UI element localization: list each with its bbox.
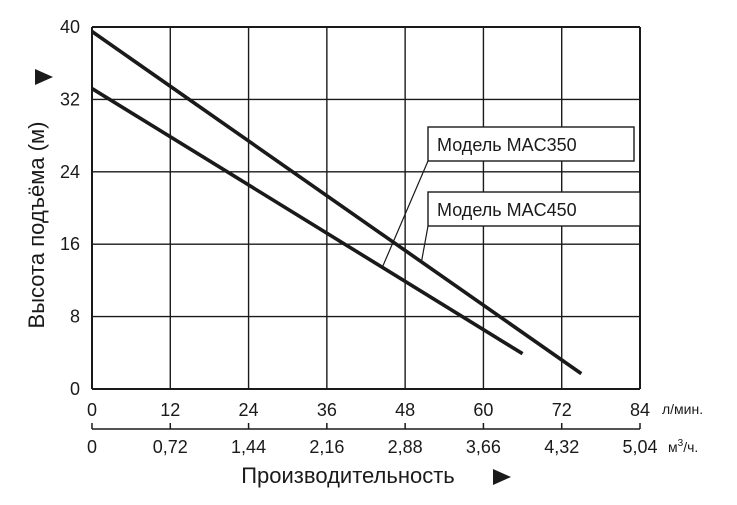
x2-tick-labels: 0 0,72 1,44 2,16 2,88 3,66 4,32 5,04 <box>87 437 658 457</box>
series-line-2 <box>90 30 583 376</box>
series-line-1 <box>91 87 524 356</box>
x-tick-label: 0 <box>87 400 97 420</box>
x-tick-label: 12 <box>160 400 180 420</box>
x2-unit-label: м3/ч. <box>668 438 698 455</box>
legend: Модель MAC350 Модель MAC450 <box>427 126 641 227</box>
x2-tick-label: 2,88 <box>388 437 423 457</box>
y-tick-label: 32 <box>60 89 80 109</box>
legend-leader-1 <box>381 160 429 268</box>
y-tick-label: 8 <box>70 307 80 327</box>
y-tick-label: 40 <box>60 17 80 37</box>
x-axis-arrow-icon <box>493 469 511 485</box>
y-tick-label: 0 <box>70 379 80 399</box>
series-lines <box>90 30 583 376</box>
y-tick-labels: 0 8 16 24 32 40 <box>60 17 80 399</box>
x-axis-title: Производительность <box>241 463 455 488</box>
x-tick-label: 84 <box>630 400 650 420</box>
y-tick-label: 24 <box>60 162 80 182</box>
x-unit-label: л/мин. <box>662 401 703 417</box>
legend-label-1: Модель MAC350 <box>437 135 577 155</box>
legend-leader-2 <box>420 225 429 262</box>
x-tick-label: 36 <box>317 400 337 420</box>
legend-box-2 <box>427 191 641 227</box>
x2-tick-label: 2,16 <box>309 437 344 457</box>
x-tick-label: 60 <box>473 400 493 420</box>
svg-text:Высота подъёма (м): Высота подъёма (м) <box>24 122 49 329</box>
x-tick-labels: 0 12 24 36 48 60 72 84 <box>87 400 650 420</box>
y-axis-arrow-icon <box>35 69 53 85</box>
x2-tick-label: 1,44 <box>231 437 266 457</box>
x2-tick-label: 0 <box>87 437 97 457</box>
y-axis-title: Высота подъёма (м) <box>24 122 49 329</box>
x2-tick-label: 5,04 <box>622 437 657 457</box>
x-tick-label: 48 <box>395 400 415 420</box>
y-tick-label: 16 <box>60 234 80 254</box>
x-tick-label: 24 <box>239 400 259 420</box>
x2-tick-label: 0,72 <box>153 437 188 457</box>
legend-box-1 <box>427 126 635 162</box>
x-tick-label: 72 <box>552 400 572 420</box>
legend-label-2: Модель MAC450 <box>437 200 577 220</box>
x2-tick-label: 4,32 <box>544 437 579 457</box>
x2-tick-label: 3,66 <box>466 437 501 457</box>
legend-leaders <box>381 160 429 268</box>
